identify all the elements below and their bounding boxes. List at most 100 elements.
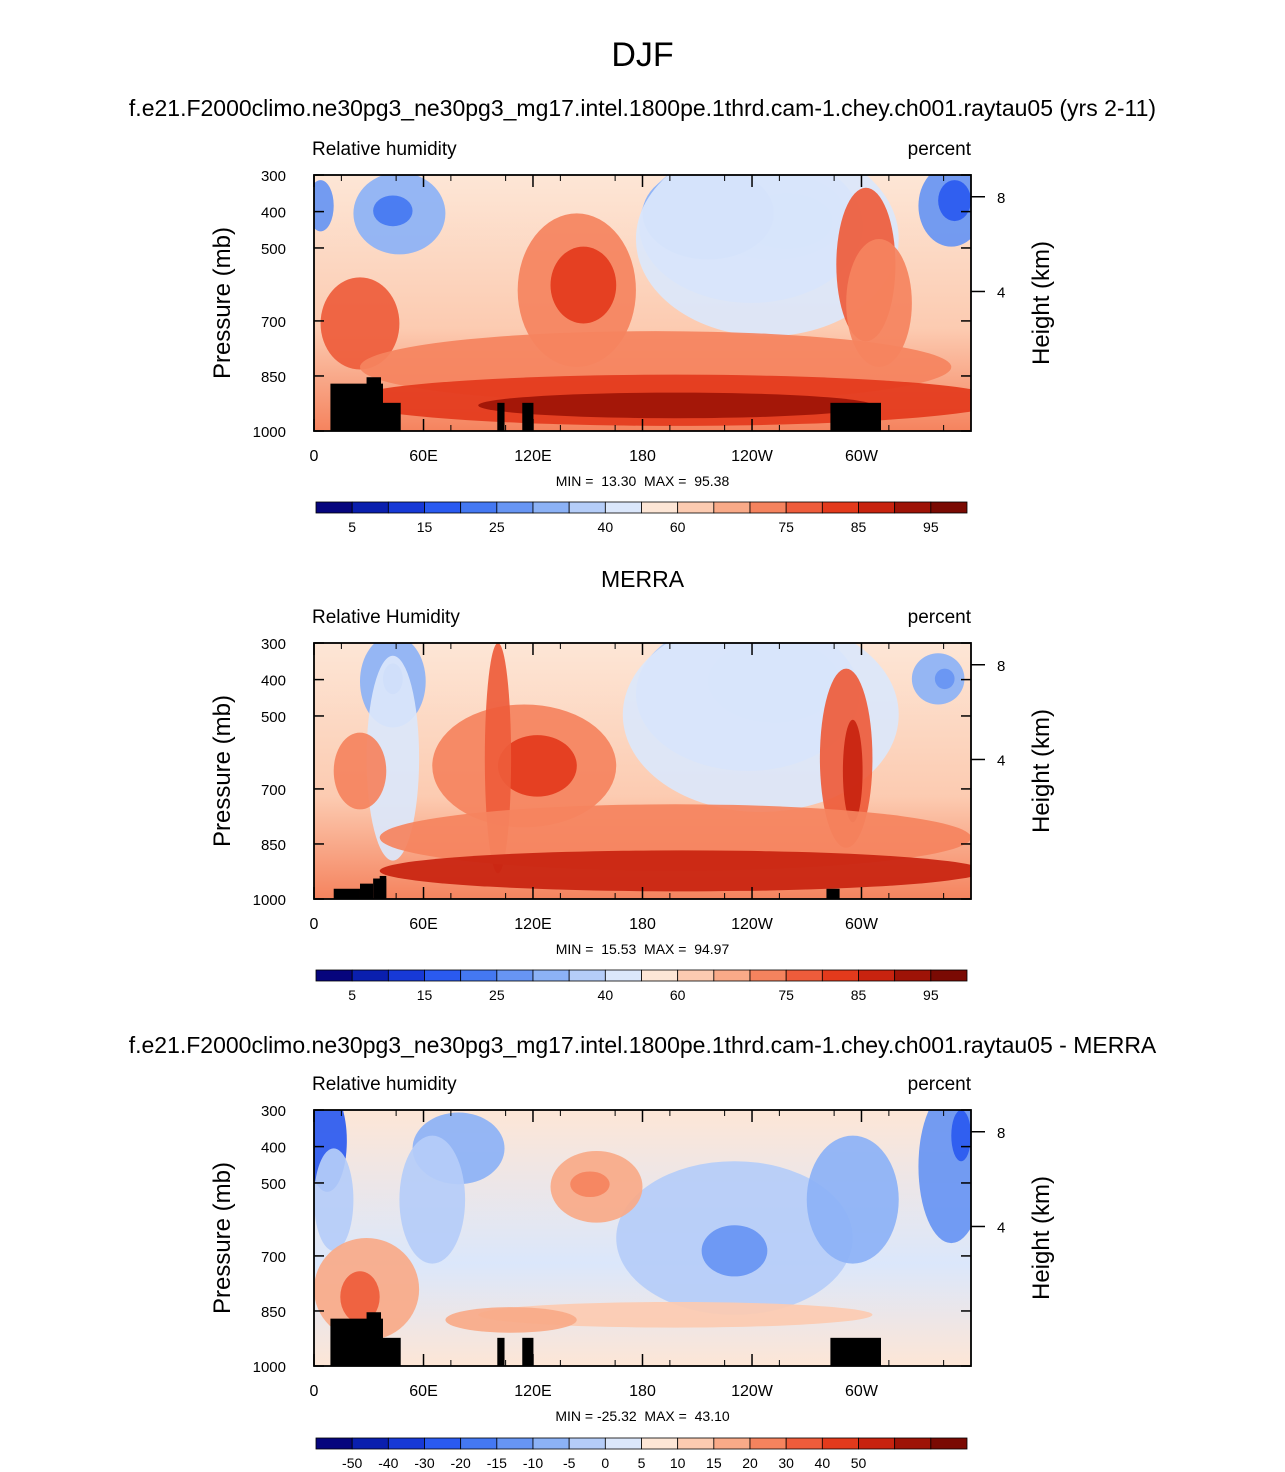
colorbar-label: 15 <box>417 987 433 1003</box>
colorbar-swatch <box>315 501 353 514</box>
colorbar-swatch <box>713 969 751 982</box>
colorbar-swatch <box>894 969 932 982</box>
panel-1-field-label: Relative humidity <box>312 139 457 160</box>
panel-2-ytick-label: 500 <box>261 709 286 726</box>
panel-3-colorbar: -50 -40 -30 -20 -15 -10 -5 0 5 10 15 20 30 40 50 <box>315 1437 968 1471</box>
colorbar-label: -30 <box>414 1455 434 1471</box>
colorbar-label: 85 <box>851 987 867 1003</box>
panel-1-right-tick-label: 8 <box>997 190 1005 207</box>
panel-3-xtick-label: 120E <box>514 1383 551 1400</box>
colorbar-swatch <box>460 501 498 514</box>
colorbar-label: 25 <box>489 519 505 535</box>
colorbar-swatch <box>315 969 353 982</box>
panel-3-ylabel-right: Height (km) <box>1028 1176 1055 1300</box>
panel-1-contour-region <box>635 175 899 337</box>
colorbar-swatch <box>858 1437 896 1450</box>
colorbar-label: 60 <box>670 987 686 1003</box>
panel-2-ylabel-right: Height (km) <box>1028 709 1055 833</box>
colorbar-swatch <box>568 501 606 514</box>
colorbar-swatch <box>315 1437 353 1450</box>
panel-2-ytick-label: 850 <box>261 837 286 854</box>
panel-2-min-max: MIN = 15.53 MAX = 94.97 <box>556 941 730 957</box>
colorbar-swatch <box>641 1437 679 1450</box>
colorbar-label: 15 <box>417 519 433 535</box>
panel-2-xtick-label: 120E <box>514 916 551 933</box>
panel-2-topography <box>333 888 360 899</box>
panel-3-contour-region <box>340 1271 380 1323</box>
panel-3-units: percent <box>908 1074 972 1095</box>
panel-2-contour-region <box>333 732 387 810</box>
colorbar-swatch <box>568 1437 606 1450</box>
panel-1-ylabel-right: Height (km) <box>1028 241 1055 365</box>
colorbar-swatch <box>821 1437 859 1450</box>
colorbar-swatch <box>930 1437 968 1450</box>
panel-2-contour-region <box>366 655 420 861</box>
panel-1-xtick-label: 0 <box>310 448 319 465</box>
panel-1-topography <box>366 377 382 431</box>
panel-1-contour-region <box>320 277 400 370</box>
panel-1-ytick-label: 1000 <box>253 424 286 441</box>
panel-3-topography <box>522 1337 534 1366</box>
panel-2-title: MERRA <box>600 566 685 592</box>
colorbar-swatch <box>604 1437 642 1450</box>
colorbar-label: -20 <box>451 1455 471 1471</box>
colorbar-swatch <box>930 501 968 514</box>
colorbar-swatch <box>858 501 896 514</box>
panel-1-xtick-label: 60E <box>409 448 437 465</box>
colorbar-swatch <box>749 501 787 514</box>
panel-1-contour-region <box>550 246 617 324</box>
colorbar-label: -15 <box>487 1455 507 1471</box>
colorbar-swatch <box>785 969 823 982</box>
colorbar-label: 5 <box>348 519 356 535</box>
panel-1-contour-field <box>314 175 971 431</box>
colorbar-swatch <box>351 1437 389 1450</box>
panel-3-contour-field <box>314 1110 971 1366</box>
panel-1-ytick-label: 700 <box>261 314 286 331</box>
panel-1-xtick-label: 180 <box>629 448 656 465</box>
panel-2-right-tick-label: 8 <box>997 658 1005 675</box>
colorbar-label: -40 <box>378 1455 398 1471</box>
panel-2-topography <box>826 888 840 899</box>
panel-3-xtick-label: 60W <box>845 1383 879 1400</box>
panel-1-topography <box>497 402 505 431</box>
colorbar-swatch <box>604 969 642 982</box>
colorbar-swatch <box>894 1437 932 1450</box>
panel-1-ytick-label: 850 <box>261 369 286 386</box>
panel-3-topography <box>366 1312 382 1366</box>
panel-1-title: f.e21.F2000climo.ne30pg3_ne30pg3_mg17.in… <box>128 95 1157 121</box>
colorbar-swatch <box>496 1437 534 1450</box>
panel-3-topography <box>830 1337 881 1366</box>
colorbar-swatch <box>424 969 462 982</box>
colorbar-swatch <box>460 1437 498 1450</box>
panel-1-xtick-label: 120W <box>731 448 774 465</box>
panel-3-min-max: MIN = -25.32 MAX = 43.10 <box>555 1408 730 1424</box>
panel-3-ytick-label: 850 <box>261 1304 286 1321</box>
colorbar-label: 75 <box>778 519 794 535</box>
panel-2-contour-region <box>842 719 863 823</box>
panel-3-contour-region <box>951 1110 971 1162</box>
panel-2-contour-region <box>379 850 971 892</box>
panel-1-contour-region <box>478 392 873 419</box>
colorbar-swatch <box>496 501 534 514</box>
colorbar-swatch <box>387 969 425 982</box>
figure-title: DJF <box>611 36 674 74</box>
colorbar-label: 85 <box>851 519 867 535</box>
colorbar-label: 20 <box>742 1455 758 1471</box>
colorbar-label: 50 <box>851 1455 867 1471</box>
colorbar-swatch <box>496 969 534 982</box>
panel-1-contour-region <box>846 239 912 367</box>
panel-3-contour-region <box>478 1302 873 1328</box>
panel-2-colorbar: 5 15 25 40 60 75 85 95 <box>315 969 968 1003</box>
panel-2-topography <box>379 875 387 899</box>
panel-2-ytick-label: 1000 <box>253 892 286 909</box>
panel-3-ytick-label: 300 <box>261 1103 286 1120</box>
panel-3-ytick-label: 700 <box>261 1249 286 1266</box>
panel-2-contour-region <box>934 668 955 690</box>
panel-2-contour-field <box>314 643 971 899</box>
panel-3-ytick-label: 1000 <box>253 1359 286 1376</box>
colorbar-swatch <box>858 969 896 982</box>
panel-3-ytick-label: 500 <box>261 1176 286 1193</box>
colorbar-swatch <box>532 501 570 514</box>
colorbar-label: 40 <box>598 987 614 1003</box>
